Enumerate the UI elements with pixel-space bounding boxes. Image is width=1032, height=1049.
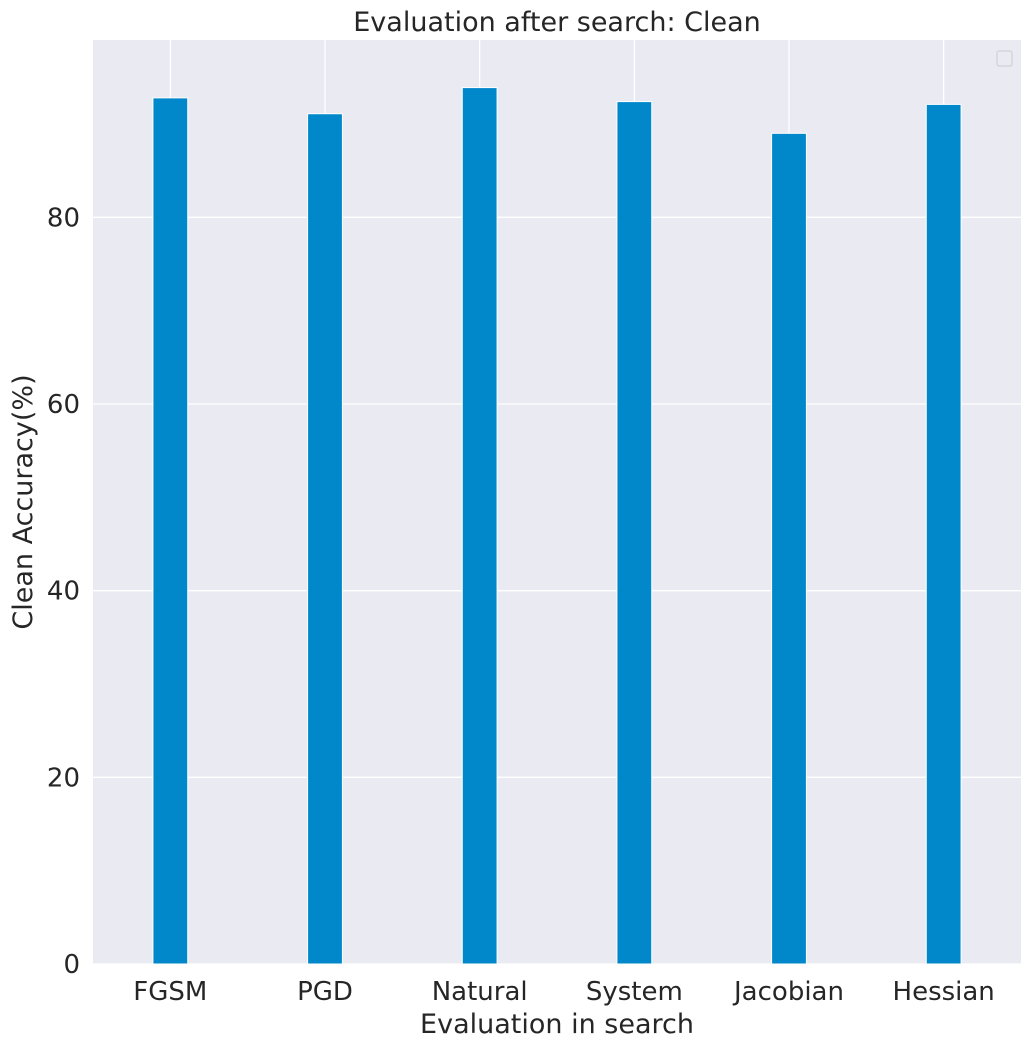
x-tick-label: Jacobian xyxy=(732,977,844,1007)
x-tick-label: Natural xyxy=(432,977,528,1007)
x-tick-label: PGD xyxy=(297,977,353,1007)
y-tick-labels: 0 20 40 60 80 xyxy=(47,203,80,980)
legend xyxy=(996,50,1013,67)
bars xyxy=(152,87,962,965)
x-axis-label: Evaluation in search xyxy=(420,1009,694,1040)
y-tick-label: 0 xyxy=(63,950,80,980)
x-tick-label: Hessian xyxy=(893,977,995,1007)
y-tick-label: 40 xyxy=(47,577,80,607)
bar-jacobian xyxy=(771,132,807,965)
bar-system xyxy=(616,101,653,965)
x-tick-label: FGSM xyxy=(133,977,207,1007)
bar-hessian xyxy=(925,103,962,965)
y-axis-label: Clean Accuracy(%) xyxy=(8,374,39,629)
y-tick-label: 80 xyxy=(47,203,80,233)
bar-natural xyxy=(461,87,498,965)
plot-area xyxy=(93,40,1021,964)
bar-pgd xyxy=(307,113,343,965)
chart-title: Evaluation after search: Clean xyxy=(353,7,761,38)
y-tick-label: 20 xyxy=(47,763,80,793)
x-tick-label: System xyxy=(586,977,683,1007)
y-tick-label: 60 xyxy=(47,390,80,420)
x-tick-labels: FGSM PGD Natural System Jacobian Hessian xyxy=(133,977,994,1007)
bar-fgsm xyxy=(152,97,189,965)
